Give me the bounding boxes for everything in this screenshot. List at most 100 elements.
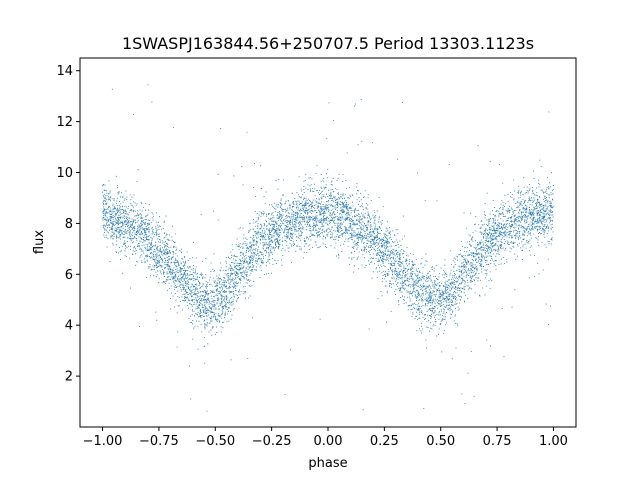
data-point [220,279,222,280]
data-point [245,291,246,293]
data-point [342,233,344,235]
data-point [248,250,249,252]
data-point [418,293,420,295]
data-point [151,101,153,103]
data-point [290,221,292,223]
data-point [381,242,383,244]
data-point [163,237,165,239]
data-point [184,291,186,292]
data-point [135,204,137,206]
data-point [174,262,176,264]
data-point [401,263,403,265]
data-point [346,219,347,220]
data-point [505,227,507,229]
data-point [310,203,312,205]
data-point [316,232,317,234]
data-point [434,306,436,308]
data-point [461,274,462,276]
data-point [129,257,131,259]
data-point [531,218,533,220]
data-point [350,223,352,225]
data-point [236,272,237,274]
data-point [367,197,369,199]
data-point [452,286,454,288]
data-point [153,251,155,253]
data-point [350,212,352,214]
data-point [325,209,327,210]
data-point [140,201,142,203]
data-point [514,190,516,192]
data-point [294,230,296,232]
data-point [277,241,279,243]
data-point [237,269,239,271]
data-point [388,260,389,262]
data-point [194,293,196,295]
data-point [372,247,374,249]
data-point [520,221,521,223]
data-point [249,259,251,261]
data-point [541,229,543,231]
data-point [371,231,373,233]
data-point [127,227,129,229]
data-point [174,262,176,264]
data-point [530,229,532,231]
data-point [515,229,517,231]
data-point [495,268,497,270]
data-point [132,224,133,226]
data-point [145,226,147,227]
data-point [353,256,355,258]
data-point [373,241,375,243]
data-point [143,240,145,242]
data-point [473,256,475,257]
data-point [193,302,195,304]
data-point [515,220,517,222]
data-point [291,192,293,194]
data-point [223,282,225,284]
data-point [381,259,383,261]
data-point [291,229,293,231]
data-point [385,280,387,282]
data-point [478,244,480,246]
data-point [235,244,237,246]
data-point [449,274,451,276]
data-point [203,315,205,317]
data-point [269,228,271,230]
data-point [218,313,220,315]
data-point [239,268,241,270]
data-point [441,292,443,294]
data-point [281,217,282,219]
data-point [258,232,260,234]
data-point [252,266,254,268]
data-point [164,267,166,269]
data-point [290,218,292,220]
data-point [438,289,440,291]
data-point [426,261,428,262]
data-point [180,270,182,272]
data-point [141,220,142,222]
data-point [212,316,214,318]
data-point [223,306,224,308]
data-point [258,257,260,259]
data-point [499,244,501,246]
data-point [172,251,174,253]
data-point [293,227,295,229]
data-point [230,318,232,320]
data-point [491,239,493,241]
data-point [261,236,263,238]
data-point [542,208,544,210]
data-point [137,212,138,214]
data-point [352,239,354,241]
data-point [480,241,482,243]
data-point [515,238,517,240]
data-point [428,302,429,304]
data-point [187,280,189,282]
data-point [496,235,498,237]
data-point [334,222,335,224]
data-point [462,268,464,270]
data-point [152,219,154,221]
data-point [233,296,235,298]
data-point [143,244,145,246]
data-point [390,266,391,268]
data-point [175,277,177,279]
data-point [517,221,519,223]
